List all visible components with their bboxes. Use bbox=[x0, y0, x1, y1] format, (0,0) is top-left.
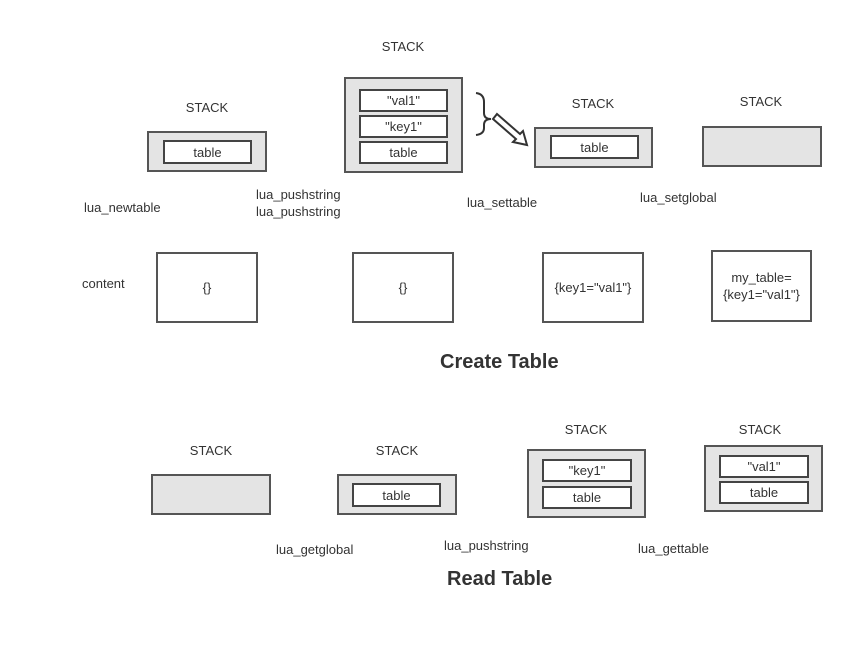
op-label-lua-gettable: lua_gettable bbox=[638, 541, 709, 556]
stack-box-empty bbox=[151, 474, 271, 515]
op-label-lua-setglobal: lua_setglobal bbox=[640, 190, 717, 205]
stack-box: "key1" table bbox=[527, 449, 646, 518]
op-label-lua-settable: lua_settable bbox=[467, 195, 538, 210]
stack-cell-table: table bbox=[719, 481, 809, 504]
stack-cell-table: table bbox=[542, 486, 632, 509]
op-label-lua-getglobal: lua_getglobal bbox=[276, 542, 354, 557]
stack-title: STACK bbox=[564, 422, 608, 437]
stack-title: STACK bbox=[375, 443, 419, 458]
section-title-read: Read Table bbox=[447, 568, 553, 590]
stack-title: STACK bbox=[738, 422, 782, 437]
op-label-lua-pushstring: lua_pushstring bbox=[256, 187, 341, 202]
content-label: content bbox=[82, 276, 125, 291]
stack-cell-table: table bbox=[550, 135, 639, 159]
stack-title: STACK bbox=[739, 94, 783, 109]
stack-box: table bbox=[147, 131, 267, 172]
content-box: {} bbox=[352, 252, 454, 323]
stack-cell-table: table bbox=[163, 140, 252, 164]
content-line: my_table= bbox=[731, 270, 792, 285]
stack-box: "val1" table bbox=[704, 445, 823, 512]
stack-box: table bbox=[534, 127, 653, 168]
stack-title: STACK bbox=[571, 96, 615, 111]
stack-cell-key1: "key1" bbox=[542, 459, 632, 482]
stack-cell-val1: "val1" bbox=[359, 89, 448, 112]
stack-cell-val1: "val1" bbox=[719, 455, 809, 478]
hollow-arrow-icon bbox=[491, 112, 529, 147]
op-label-lua-pushstring: lua_pushstring bbox=[444, 538, 529, 553]
section-title-create: Create Table bbox=[440, 351, 559, 373]
content-box: {} bbox=[156, 252, 258, 323]
stack-title: STACK bbox=[185, 100, 229, 115]
stack-box: table bbox=[337, 474, 457, 515]
content-line: {key1="val1"} bbox=[723, 287, 800, 302]
stack-cell-table: table bbox=[359, 141, 448, 164]
op-label-lua-newtable: lua_newtable bbox=[84, 200, 161, 215]
stack-cell-table: table bbox=[352, 483, 441, 507]
op-label-lua-pushstring: lua_pushstring bbox=[256, 204, 341, 219]
stack-box: "val1" "key1" table bbox=[344, 77, 463, 173]
content-box: my_table= {key1="val1"} bbox=[711, 250, 812, 322]
stack-cell-key1: "key1" bbox=[359, 115, 448, 138]
stack-title: STACK bbox=[381, 39, 425, 54]
content-box: {key1="val1"} bbox=[542, 252, 644, 323]
curly-brace-icon bbox=[475, 92, 492, 136]
stack-title: STACK bbox=[189, 443, 233, 458]
stack-box-empty bbox=[702, 126, 822, 167]
